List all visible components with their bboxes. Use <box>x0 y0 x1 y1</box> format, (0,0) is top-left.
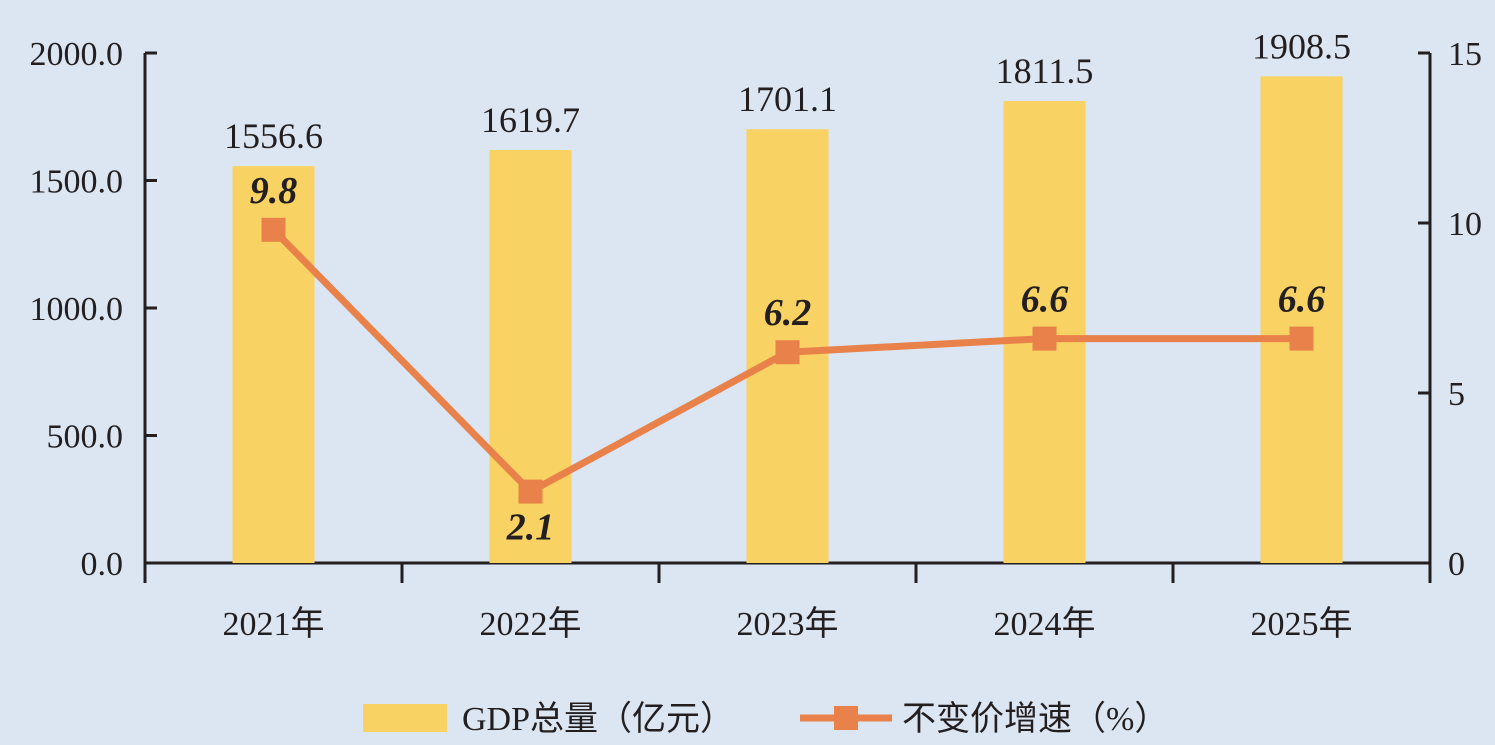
bar-data-label: 1811.5 <box>996 51 1094 91</box>
x-tick-label: 2022年 <box>480 605 582 643</box>
right-tick-label: 0 <box>1448 546 1465 583</box>
line-data-label: 9.8 <box>250 170 298 212</box>
legend: GDP总量（亿元） 不变价增速（%） <box>363 700 1168 738</box>
bar-data-label: 1619.7 <box>481 100 580 140</box>
left-tick-label: 1000.0 <box>30 291 124 328</box>
legend-bar-label: GDP总量（亿元） <box>462 700 734 738</box>
bar-series: 1556.6 1619.7 1701.1 1811.5 1908.5 <box>224 26 1351 564</box>
bar-data-label: 1556.6 <box>224 116 323 156</box>
left-tick-label: 0.0 <box>81 546 124 583</box>
x-axis: 2021年 2022年 2023年 2024年 2025年 <box>145 561 1430 643</box>
line-point <box>518 479 543 504</box>
x-tick-label: 2021年 <box>223 605 325 643</box>
line-point <box>261 217 286 242</box>
line-data-label: 6.6 <box>1021 279 1069 321</box>
x-tick-label: 2024年 <box>994 605 1096 643</box>
line-data-label: 6.6 <box>1278 279 1326 321</box>
legend-bar-swatch <box>363 704 447 732</box>
left-tick-label: 1500.0 <box>30 164 124 201</box>
line-data-label: 2.1 <box>506 507 555 549</box>
x-tick-label: 2023年 <box>737 605 839 643</box>
line-data-label: 6.2 <box>764 292 812 334</box>
line-point <box>775 340 800 365</box>
left-tick-label: 2000.0 <box>30 36 124 73</box>
right-tick-label: 15 <box>1448 36 1482 73</box>
line-point <box>1032 326 1057 351</box>
x-tick-label: 2025年 <box>1251 605 1353 643</box>
left-tick-label: 500.0 <box>47 419 124 456</box>
legend-line-label: 不变价增速（%） <box>902 700 1168 738</box>
left-y-axis: 0.0 500.0 1000.0 1500.0 2000.0 <box>30 36 157 583</box>
right-tick-label: 10 <box>1448 206 1482 243</box>
right-tick-label: 5 <box>1448 376 1465 413</box>
right-y-axis: 0 5 10 15 <box>1418 36 1482 583</box>
legend-line-marker <box>834 706 858 730</box>
line-point <box>1289 326 1314 351</box>
bar-data-label: 1701.1 <box>738 79 837 119</box>
bar-data-label: 1908.5 <box>1252 26 1351 66</box>
line-series: 9.8 2.1 6.2 6.6 6.6 <box>250 170 1326 549</box>
bar <box>1260 76 1343 564</box>
